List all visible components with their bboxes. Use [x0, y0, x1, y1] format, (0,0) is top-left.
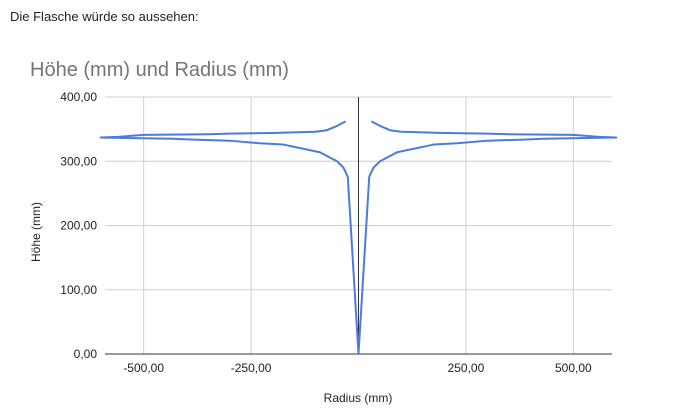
x-tick-label: 250,00: [448, 361, 485, 375]
y-tick-label: 0,00: [74, 347, 98, 361]
x-tick-label: -250,00: [231, 361, 272, 375]
y-axis-title: Höhe (mm): [29, 202, 43, 262]
chart-title: Höhe (mm) und Radius (mm): [30, 59, 289, 81]
series-line: [99, 120, 618, 355]
y-tick-label: 100,00: [60, 283, 97, 297]
y-tick-label: 300,00: [60, 154, 97, 168]
x-tick-label: 500,00: [555, 361, 592, 375]
intro-text: Die Flasche würde so aussehen:: [10, 9, 199, 24]
x-tick-label: -500,00: [123, 361, 164, 375]
y-tick-label: 200,00: [60, 219, 97, 233]
x-axis-title: Radius (mm): [324, 391, 393, 405]
y-tick-label: 400,00: [60, 90, 97, 104]
